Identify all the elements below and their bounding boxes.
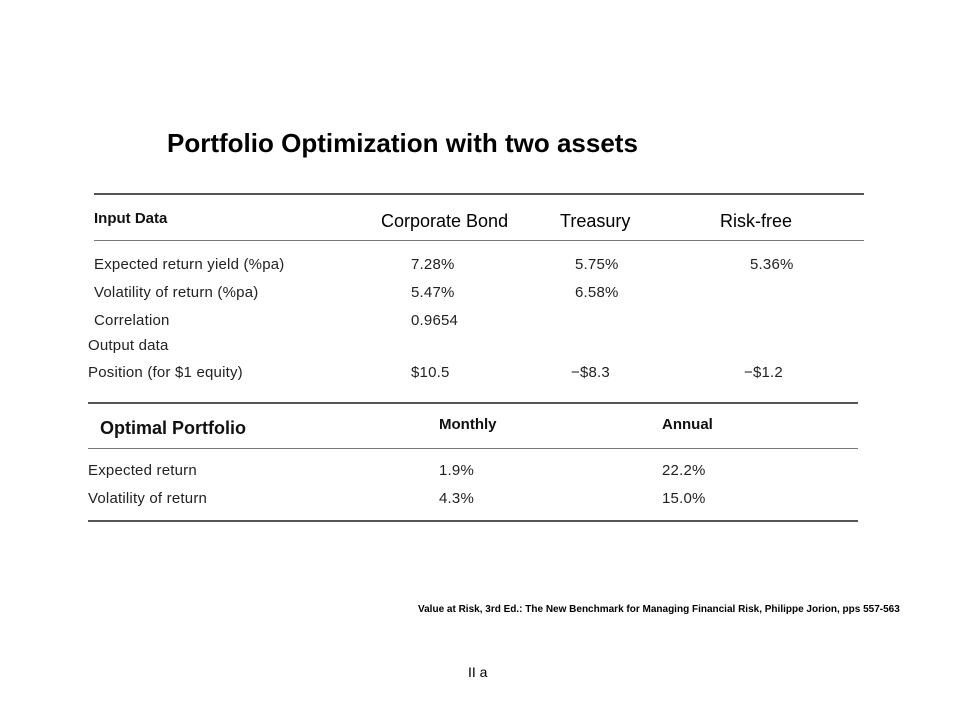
row-label-expected-return-yield: Expected return yield (%pa) bbox=[94, 256, 285, 273]
output-data-label: Output data bbox=[88, 337, 169, 354]
optimal-bottom-rule bbox=[88, 520, 858, 522]
column-header-risk-free: Risk-free bbox=[720, 211, 793, 231]
cell-volatility-monthly: 4.3% bbox=[439, 490, 474, 507]
row-label-expected-return: Expected return bbox=[88, 462, 197, 479]
column-header-annual: Annual bbox=[662, 416, 713, 433]
cell-expected-return-corporate: 7.28% bbox=[411, 256, 455, 273]
cell-position-corporate: $10.5 bbox=[411, 364, 450, 381]
input-data-header: Input Data bbox=[94, 210, 168, 227]
row-label-volatility-of-return: Volatility of return bbox=[88, 490, 208, 507]
cell-volatility-treasury: 6.58% bbox=[575, 284, 619, 301]
cell-volatility-corporate: 5.47% bbox=[411, 284, 455, 301]
table-header-rule bbox=[94, 240, 864, 241]
column-header-corporate-bond: Corporate Bond bbox=[381, 211, 509, 231]
optimal-portfolio-header: Optimal Portfolio bbox=[100, 418, 246, 438]
table-top-rule bbox=[94, 193, 864, 195]
slide-footer: II a bbox=[468, 664, 488, 680]
row-label-volatility: Volatility of return (%pa) bbox=[94, 284, 259, 301]
table-bottom-rule bbox=[88, 402, 858, 404]
cell-position-risk-free: −$1.2 bbox=[744, 364, 783, 381]
optimal-header-rule bbox=[88, 448, 858, 449]
source-citation: Value at Risk, 3rd Ed.: The New Benchmar… bbox=[418, 604, 900, 615]
cell-expected-return-annual: 22.2% bbox=[662, 462, 706, 479]
cell-expected-return-treasury: 5.75% bbox=[575, 256, 619, 273]
column-header-treasury: Treasury bbox=[560, 211, 631, 231]
column-header-monthly: Monthly bbox=[439, 416, 497, 433]
cell-correlation-value: 0.9654 bbox=[411, 312, 459, 329]
cell-expected-return-risk-free: 5.36% bbox=[750, 256, 794, 273]
cell-position-treasury: −$8.3 bbox=[571, 364, 610, 381]
slide-title: Portfolio Optimization with two assets bbox=[167, 128, 638, 158]
row-label-correlation: Correlation bbox=[94, 312, 170, 329]
row-label-position: Position (for $1 equity) bbox=[88, 364, 243, 381]
cell-volatility-annual: 15.0% bbox=[662, 490, 706, 507]
cell-expected-return-monthly: 1.9% bbox=[439, 462, 474, 479]
